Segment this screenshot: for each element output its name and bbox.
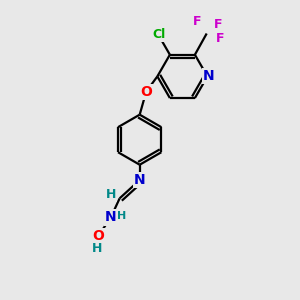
Text: F: F bbox=[214, 18, 222, 31]
Text: O: O bbox=[140, 85, 152, 99]
Text: N: N bbox=[203, 69, 215, 83]
Text: H: H bbox=[106, 188, 116, 201]
Text: N: N bbox=[134, 173, 146, 187]
Text: Cl: Cl bbox=[152, 28, 166, 40]
Text: O: O bbox=[92, 229, 104, 243]
Text: N: N bbox=[105, 210, 117, 224]
Text: F: F bbox=[216, 32, 224, 45]
Text: F: F bbox=[193, 15, 202, 28]
Text: H: H bbox=[92, 242, 102, 254]
Text: H: H bbox=[116, 211, 126, 221]
